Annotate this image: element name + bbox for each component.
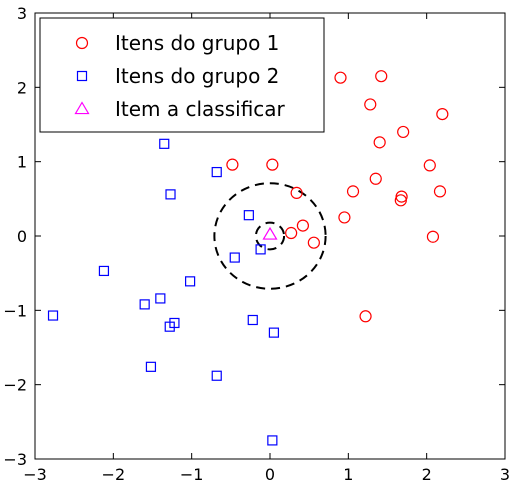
- data-point-circle-series-1: [359, 310, 372, 323]
- data-point-circle-series-1: [364, 98, 377, 111]
- data-point-circle-series-1: [285, 226, 298, 240]
- legend-marker-triangle: [74, 101, 90, 115]
- data-point-square-series-2: [159, 138, 170, 149]
- y-tick-label: −3: [3, 450, 27, 469]
- data-point-circle-series-1: [290, 186, 303, 199]
- data-point-circle-series-1: [226, 158, 239, 171]
- data-point-square-series-2: [155, 293, 166, 304]
- data-point-circle-series-1: [397, 125, 410, 139]
- data-points: [47, 70, 449, 446]
- data-point-square-series-2: [267, 435, 278, 446]
- data-point-square-series-2: [255, 244, 266, 255]
- y-tick-label: −2: [3, 376, 27, 395]
- x-tick-label: −2: [102, 465, 126, 484]
- y-tick-label: 1: [17, 153, 27, 172]
- data-point-square-series-2: [211, 166, 222, 178]
- data-point-square-series-2: [145, 361, 157, 372]
- data-point-square-series-2: [164, 321, 175, 332]
- y-tick-label: 3: [17, 4, 27, 23]
- data-point-circle-series-1: [436, 107, 449, 121]
- x-tick-label: −3: [23, 465, 47, 484]
- y-tick-label: −1: [3, 301, 27, 320]
- axis-ticks: −3 −2 −1 0 1 2 3 −3 −2 −1 0 1 2 3: [3, 4, 510, 484]
- data-point-circle-series-1: [426, 230, 440, 243]
- data-point-circle-series-1: [433, 185, 447, 198]
- legend-marker-square: [76, 70, 88, 82]
- legend: Itens do grupo 1 Itens do grupo 2 Item a c…: [39, 17, 325, 133]
- data-point-triangle-series-3: [262, 226, 278, 240]
- data-point-circle-series-1: [334, 71, 347, 84]
- x-tick-label: 2: [422, 465, 432, 484]
- x-tick-label: 3: [500, 465, 510, 484]
- legend-label: Item a classificar: [115, 97, 286, 121]
- data-point-square-series-2: [229, 252, 240, 263]
- data-point-square-series-2: [211, 370, 222, 381]
- legend-label: Itens do grupo 1: [115, 31, 279, 55]
- legend-marker-circle: [75, 36, 89, 50]
- data-point-square-series-2: [47, 310, 59, 321]
- neighborhood-circles: [213, 182, 327, 290]
- data-point-square-series-2: [139, 299, 150, 310]
- dashed-circle-2: [213, 182, 327, 290]
- data-point-circle-series-1: [373, 136, 386, 149]
- data-point-circle-series-1: [346, 185, 360, 198]
- data-point-circle-series-1: [266, 158, 279, 171]
- data-point-square-series-2: [268, 327, 280, 338]
- data-point-circle-series-1: [375, 70, 388, 83]
- data-point-square-series-2: [165, 189, 176, 200]
- x-tick-label: −1: [180, 465, 204, 484]
- dashed-circle-1: [254, 221, 286, 251]
- data-point-circle-series-1: [338, 211, 351, 224]
- data-point-circle-series-1: [307, 236, 320, 249]
- data-point-circle-series-1: [369, 172, 382, 185]
- x-tick-label: 0: [265, 465, 275, 484]
- data-point-square-series-2: [247, 314, 258, 326]
- data-point-circle-series-1: [423, 159, 436, 172]
- data-point-square-series-2: [243, 210, 254, 221]
- x-tick-label: 1: [343, 465, 353, 484]
- data-point-square-series-2: [98, 265, 110, 277]
- legend-label: Itens do grupo 2: [115, 64, 279, 88]
- y-tick-label: 0: [17, 227, 27, 246]
- data-point-circle-series-1: [394, 194, 407, 207]
- data-point-square-series-2: [185, 276, 196, 287]
- y-tick-label: 2: [17, 78, 27, 97]
- data-point-circle-series-1: [296, 219, 309, 232]
